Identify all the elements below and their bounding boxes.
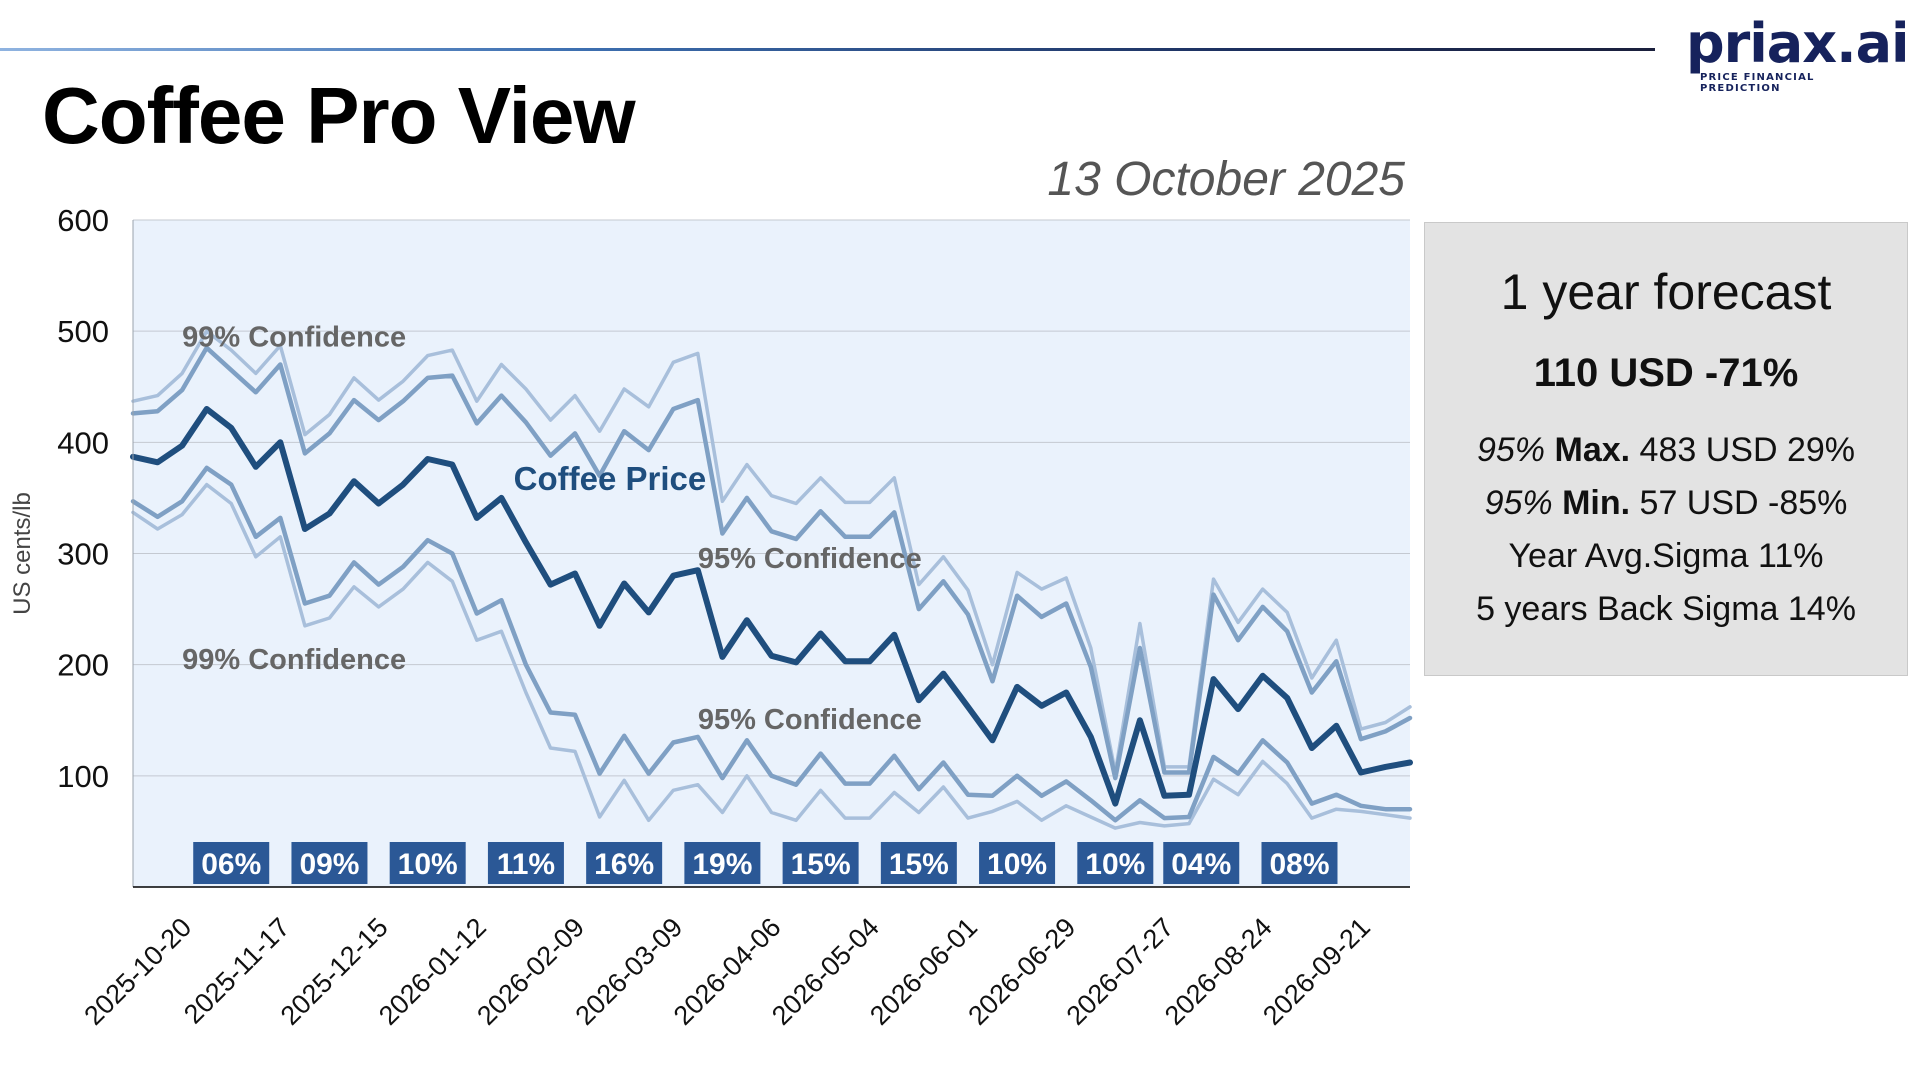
sigma-badge-label: 11% [497,848,555,881]
sigma-badge-box [880,842,957,884]
forecast-max-prefix: 95% [1476,431,1546,469]
sigma-badge: 09% [291,842,368,884]
chart-annotations: 99% Confidence 99% Confidence 95% Confiden… [182,322,922,736]
sigma-badge-label: 15% [889,848,949,881]
header-rule [0,48,1655,51]
sigma-badge-box [1077,842,1154,884]
forecast-max-value: 483 USD 29% [1639,431,1856,469]
brand-logo[interactable]: priax.ai PRICE FINANCIAL PREDICTION [1686,12,1910,95]
report-date: 13 October 2025 [1047,153,1405,206]
sigma-badge-box [487,842,564,884]
confidence-label: 99% Confidence [182,322,406,354]
sigma-badge: 15% [782,842,859,884]
sigma-badge: 11% [487,842,564,884]
sigma-badge-label: 19% [692,848,752,881]
sigma-badge-label: 04% [1171,848,1231,881]
sigma-badge-label: 10% [398,848,458,881]
sigma-badge: 15% [880,842,957,884]
forecast-max: 95% Max. 483 USD 29% [1425,424,1907,477]
y-tick-label: 300 [57,537,109,572]
sigma-badge-box [1261,842,1338,884]
series-lines [130,329,1413,830]
forecast-max-label: Max. [1554,431,1631,469]
y-tick-label: 400 [57,425,109,460]
series-upper95 [130,345,1413,781]
sigma-badge-label: 08% [1269,848,1329,881]
sigma-badge-box [291,842,368,884]
sigma-badge-label: 15% [791,848,851,881]
forecast-avg-sigma: Year Avg.Sigma 11% [1508,537,1824,575]
confidence-label: 95% Confidence [698,543,922,575]
sigma-badge-box [586,842,663,884]
sigma-badge-box [782,842,859,884]
sigma-badges: 06% 09% 10% 11% 16% 19% 15% 15% 10% 10% 04% 08% [193,842,1338,884]
sigma-badge-label: 10% [1085,848,1145,881]
series-price [130,406,1413,807]
forecast-panel: 1 year forecast 110 USD -71% 95% Max. 48… [1424,222,1908,676]
forecast-headline: 110 USD -71% [1533,351,1799,395]
sigma-badge-box [979,842,1056,884]
sigma-badge-label: 10% [987,848,1047,881]
y-tick-label: 200 [57,648,109,683]
forecast-back-sigma: 5 years Back Sigma 14% [1476,590,1856,628]
forecast-title: 1 year forecast [1500,264,1832,320]
sigma-badge-box [684,842,761,884]
sigma-badge-box [193,842,270,884]
price-label: Coffee Price [514,460,707,497]
y-axis-label: US cents/lb [9,492,36,615]
sigma-badge-label: 09% [299,848,359,881]
series-lower99 [131,482,1412,830]
confidence-label: 99% Confidence [182,644,406,676]
page-title: Coffee Pro View [42,71,636,160]
sigma-badge: 04% [1163,842,1240,884]
forecast-chart: 99% Confidence 99% Confidence 95% Confiden… [9,203,1413,1031]
x-tick-label: 2025-10-20 [78,912,197,1031]
y-tick-label: 500 [57,314,109,349]
sigma-badge: 16% [586,842,663,884]
sigma-badge-label: 16% [594,848,654,881]
y-tick-label: 600 [57,203,109,238]
forecast-min-value: 57 USD -85% [1639,484,1848,522]
forecast-min: 95% Min. 57 USD -85% [1425,477,1907,530]
forecast-min-prefix: 95% [1484,484,1553,522]
sigma-badge: 10% [1077,842,1154,884]
sigma-badge: 06% [193,842,270,884]
sigma-badge-box [1163,842,1240,884]
sigma-badge: 08% [1261,842,1338,884]
brand-tagline: PRICE FINANCIAL PREDICTION [1700,72,1815,94]
sigma-badge: 19% [684,842,761,884]
sigma-badge-label: 06% [201,848,261,881]
series-lower95 [130,465,1413,823]
confidence-label: 95% Confidence [698,704,922,736]
sigma-badge-box [389,842,466,884]
forecast-min-label: Min. [1562,484,1631,522]
y-tick-label: 100 [57,759,109,794]
sigma-badge: 10% [979,842,1056,884]
x-tick-label: 2026-09-21 [1257,912,1376,1031]
brand-name: priax.ai [1686,12,1910,75]
sigma-badge: 10% [389,842,466,884]
